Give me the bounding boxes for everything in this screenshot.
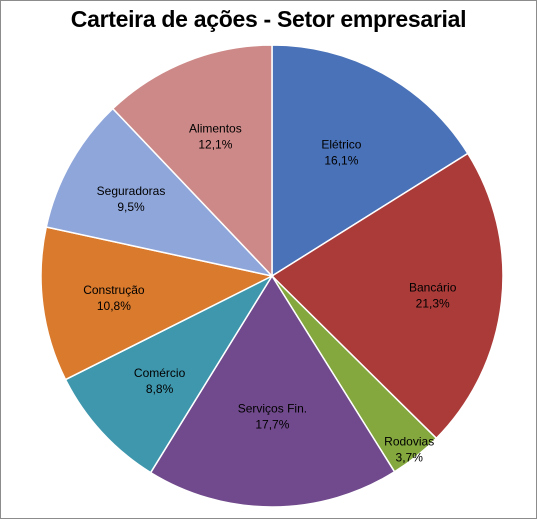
pie-slice-construcao bbox=[40, 226, 275, 381]
pie-slice-comercio bbox=[64, 274, 275, 474]
pie-slice-servicos-fin bbox=[149, 274, 396, 508]
slice-value-servicos-fin: 17,7% bbox=[255, 418, 289, 432]
slice-value-seguradoras: 9,5% bbox=[117, 200, 145, 214]
slice-value-bancario: 21,3% bbox=[416, 297, 450, 311]
slice-label-rodovias: Rodovias bbox=[384, 434, 434, 448]
slice-value-eletrico: 16,1% bbox=[324, 154, 358, 168]
slice-label-seguradoras: Seguradoras bbox=[97, 184, 166, 198]
pie-slice-alimentos bbox=[111, 44, 273, 278]
slice-value-comercio: 8,8% bbox=[146, 382, 174, 396]
pie-slice-eletrico bbox=[271, 44, 469, 278]
slice-label-alimentos: Alimentos bbox=[189, 121, 242, 135]
pie-slice-seguradoras bbox=[45, 107, 275, 278]
slice-value-rodovias: 3,7% bbox=[396, 450, 424, 464]
slice-value-construcao: 10,8% bbox=[97, 299, 131, 313]
slice-label-servicos-fin: Serviços Fin. bbox=[238, 402, 307, 416]
slice-value-alimentos: 12,1% bbox=[198, 137, 232, 151]
slice-label-comercio: Comércio bbox=[134, 366, 186, 380]
slice-label-eletrico: Elétrico bbox=[321, 138, 361, 152]
chart-title: Carteira de ações - Setor empresarial bbox=[70, 6, 467, 32]
slice-label-bancario: Bancário bbox=[409, 281, 457, 295]
slice-label-construcao: Construção bbox=[83, 283, 145, 297]
pie-slice-bancario bbox=[270, 152, 504, 440]
